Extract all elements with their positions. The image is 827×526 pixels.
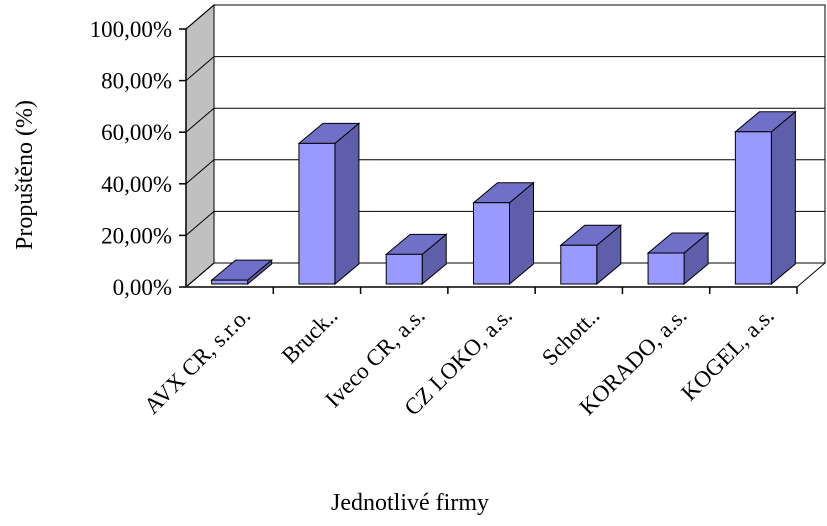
bar xyxy=(559,224,623,286)
x-tick-labels: AVX CR, s.r.o. Bruck..Iveco CR, a.s.CZ LO… xyxy=(139,303,779,421)
bar xyxy=(733,110,797,286)
bar xyxy=(472,181,535,286)
y-axis-title: Propuštěno (%) xyxy=(12,100,38,250)
x-tick-label: Bruck.. xyxy=(277,303,343,369)
y-tick-label: 20,00% xyxy=(101,223,172,248)
y-tick-label: 40,00% xyxy=(101,172,172,197)
y-tick-label: 80,00% xyxy=(101,69,172,94)
bar-front xyxy=(647,252,685,285)
bar-side xyxy=(334,122,360,286)
gridline xyxy=(185,262,825,288)
gridline xyxy=(185,107,825,133)
x-tick-label: AVX CR, s.r.o. xyxy=(139,303,255,419)
bar xyxy=(646,231,710,286)
gridline xyxy=(185,159,825,185)
x-tick-label: KOGEL, a.s. xyxy=(676,303,779,406)
bar-front xyxy=(385,253,423,285)
gridlines xyxy=(185,4,825,288)
y-tick-label: 60,00% xyxy=(101,120,172,145)
y-tick-label: 0,00% xyxy=(113,275,172,300)
bar-front xyxy=(473,202,510,285)
gridline xyxy=(185,210,825,236)
x-tick-label: Schott.. xyxy=(537,303,604,370)
axes xyxy=(179,28,798,294)
bar-front xyxy=(560,244,598,285)
bar xyxy=(384,233,448,286)
bar-front xyxy=(211,279,249,285)
side-wall xyxy=(185,3,215,289)
y-tick-labels: 0,00% 20,00% 40,00% 60,00% 80,00% 100,00% xyxy=(90,17,172,300)
gridline xyxy=(185,56,825,81)
bar xyxy=(297,122,361,286)
bar xyxy=(210,259,274,286)
bars xyxy=(210,110,797,286)
x-axis-title: Jednotlivé firmy xyxy=(331,490,489,516)
y-tick-label: 100,00% xyxy=(90,17,172,42)
gridline xyxy=(185,4,825,30)
bar-front xyxy=(298,142,336,285)
bar-side xyxy=(770,110,796,286)
bar-front xyxy=(734,131,772,285)
